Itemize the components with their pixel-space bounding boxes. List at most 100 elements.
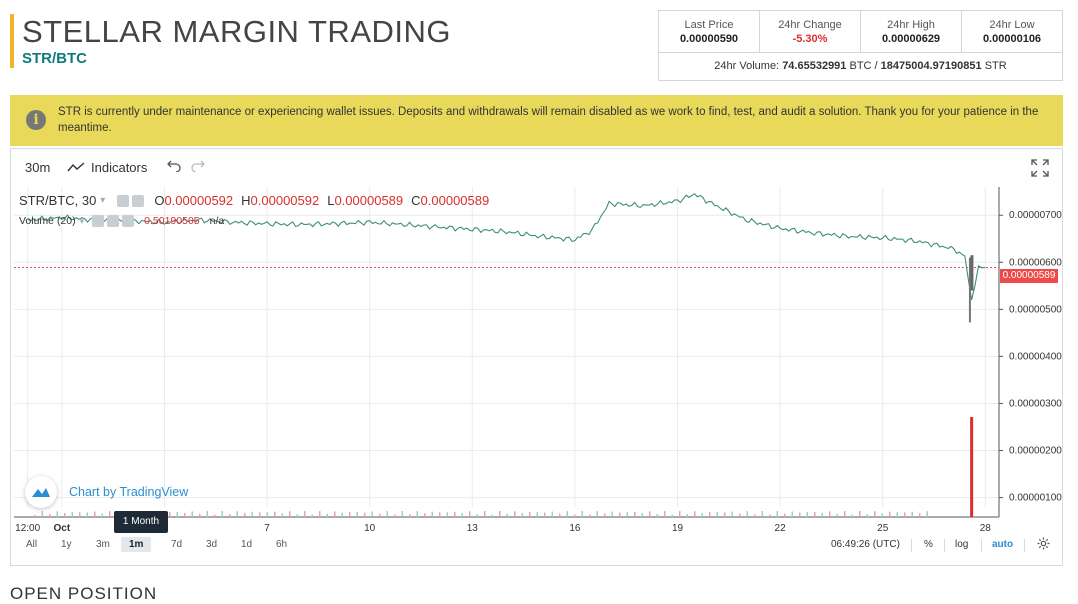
- undo-icon[interactable]: [167, 158, 181, 175]
- notice-text: STR is currently under maintenance or ex…: [58, 106, 1039, 134]
- volume-bar: [821, 512, 823, 517]
- volume-bar: [401, 511, 403, 517]
- volume-bar: [559, 513, 561, 517]
- volume-bar: [874, 511, 876, 517]
- range-all-button[interactable]: All: [26, 539, 38, 550]
- tradingview-branding[interactable]: Chart by TradingView: [25, 476, 188, 508]
- volume-bar: [86, 512, 88, 517]
- volume-bar: [769, 514, 771, 517]
- volume-bar: [701, 513, 703, 517]
- chart-plot[interactable]: 12:00Oct47101316192225280.000007000.0000…: [11, 187, 1062, 532]
- chart-toolbar: 30m Indicators: [11, 149, 1062, 187]
- volume-bar: [469, 511, 471, 517]
- volume-bar: [56, 511, 58, 517]
- volume-bar: [859, 511, 861, 517]
- range-1y-button[interactable]: 1y: [61, 539, 72, 550]
- chart-settings-icon[interactable]: [1037, 537, 1050, 553]
- volume-bar: [784, 513, 786, 517]
- volume-bar: [529, 511, 531, 517]
- volume-bar: [544, 512, 546, 517]
- interval-selector[interactable]: 30m: [25, 160, 51, 175]
- x-tick-label: 28: [980, 523, 992, 532]
- volume-bar: [611, 511, 613, 517]
- volume-bar: [371, 511, 373, 517]
- volume-bar: [641, 512, 643, 517]
- volume-bar: [791, 511, 793, 517]
- volume-bar: [446, 512, 448, 517]
- volume-bar: [761, 511, 763, 517]
- volume-bar: [694, 511, 696, 517]
- volume-bar: [341, 512, 343, 517]
- y-tick-label: 0.00000100: [1009, 493, 1062, 504]
- y-tick-label: 0.00000400: [1009, 351, 1062, 362]
- volume-bar: [221, 511, 223, 517]
- range-6h-button[interactable]: 6h: [276, 539, 288, 550]
- range-3d-button[interactable]: 3d: [206, 539, 218, 550]
- volume-bar: [514, 511, 516, 517]
- volume-bar: [409, 514, 411, 517]
- fullscreen-icon[interactable]: [1031, 159, 1049, 180]
- volume-bar: [656, 513, 658, 517]
- volume-bar: [184, 512, 186, 517]
- volume-bar: [829, 511, 831, 517]
- volume-bar: [266, 512, 268, 517]
- settings-icon[interactable]: [132, 194, 145, 207]
- volume-bar: [536, 512, 538, 517]
- page-title: STELLAR MARGIN TRADING: [22, 14, 452, 49]
- volume-bar: [364, 512, 366, 517]
- range-1m-button[interactable]: 1m: [121, 537, 152, 552]
- range-1d-button[interactable]: 1d: [241, 539, 253, 550]
- y-tick-label: 0.00000600: [1009, 257, 1062, 268]
- x-tick-label: 16: [569, 523, 581, 532]
- stat-24hr-volume: 24hr Volume: 74.65532991 BTC / 18475004.…: [714, 60, 1007, 72]
- eye-icon[interactable]: [117, 194, 130, 207]
- range-7d-button[interactable]: 7d: [171, 539, 183, 550]
- volume-bar: [274, 511, 276, 517]
- indicators-icon: [67, 162, 85, 172]
- volume-bar: [191, 511, 193, 517]
- volume-bar: [416, 511, 418, 517]
- volume-bar: [724, 512, 726, 517]
- volume-bar: [776, 511, 778, 517]
- volume-bar: [746, 511, 748, 517]
- volume-bar: [814, 511, 816, 517]
- eye-icon[interactable]: [92, 215, 105, 227]
- range-3m-button[interactable]: 3m: [96, 539, 110, 550]
- volume-bar: [94, 511, 96, 517]
- volume-bar: [686, 514, 688, 517]
- volume-bar: [311, 514, 313, 517]
- volume-bar: [394, 514, 396, 517]
- range-bar: All 1y 3m 1m 7d 3d 1d 6h 06:49:26 (UTC) …: [11, 535, 1062, 557]
- utc-clock: 06:49:26 (UTC): [831, 539, 900, 550]
- volume-bar: [649, 511, 651, 517]
- redo-icon[interactable]: [191, 158, 205, 175]
- volume-bar: [281, 513, 283, 517]
- close-icon[interactable]: [122, 215, 135, 227]
- x-tick-label: 25: [877, 523, 889, 532]
- settings-icon[interactable]: [107, 215, 120, 227]
- auto-scale-toggle[interactable]: auto: [992, 539, 1014, 550]
- volume-bar: [424, 513, 426, 517]
- volume-bar: [79, 512, 81, 517]
- volume-bar: [214, 514, 216, 517]
- volume-bar: [244, 513, 246, 517]
- volume-bar: [379, 513, 381, 517]
- tradingview-logo-icon: [25, 476, 57, 508]
- log-scale-toggle[interactable]: log: [955, 539, 969, 550]
- volume-bar: [439, 512, 441, 517]
- x-tick-label: 12:00: [15, 523, 40, 532]
- volume-bar: [109, 511, 111, 517]
- indicators-button[interactable]: Indicators: [67, 160, 147, 175]
- volume-bar: [844, 511, 846, 517]
- volume-bar: [476, 514, 478, 517]
- y-tick-label: 0.00000700: [1009, 210, 1062, 221]
- volume-bar: [49, 513, 51, 517]
- percent-scale-toggle[interactable]: %: [924, 539, 933, 550]
- volume-bar: [671, 514, 673, 517]
- volume-bar: [866, 514, 868, 517]
- open-position-heading: OPEN POSITION: [10, 584, 158, 603]
- volume-bar: [41, 511, 43, 517]
- page-header: STELLAR MARGIN TRADING STR/BTC: [10, 14, 451, 68]
- price-chart: 30m Indicators 12:00Oct47101316192225280…: [10, 148, 1063, 566]
